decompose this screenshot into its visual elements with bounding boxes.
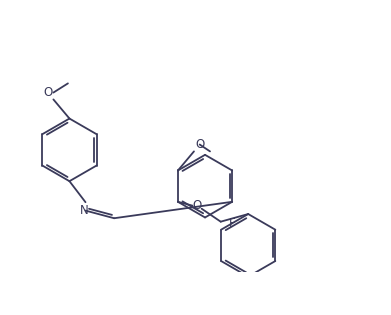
Text: O: O bbox=[192, 199, 202, 212]
Text: F: F bbox=[229, 217, 236, 231]
Text: O: O bbox=[195, 138, 204, 151]
Text: O: O bbox=[43, 86, 52, 99]
Text: N: N bbox=[81, 204, 89, 217]
